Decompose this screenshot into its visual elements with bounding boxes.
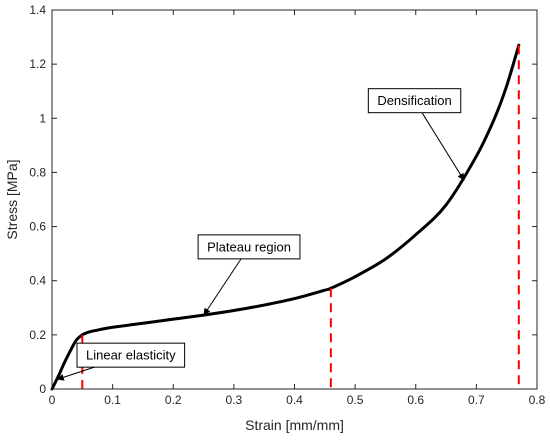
x-tick-label: 0.5 [347,393,364,407]
divider-layer [81,45,520,389]
y-tick-label: 1.2 [29,57,46,71]
y-tick-label: 0 [39,382,46,396]
stress-strain-curve [50,43,521,391]
y-tick-label: 0.2 [29,328,46,342]
x-tick-label: 0.8 [529,393,546,407]
annotation-arrow [203,258,242,316]
annotation-label: Linear elasticity [86,348,176,363]
y-tick-label: 1 [39,111,46,125]
y-tick-label: 0.6 [29,220,46,234]
x-tick-label: 0.3 [226,393,243,407]
annotation-box [76,342,186,368]
y-axis: 0 0.2 0.4 0.6 0.8 1 1.2 1.4 [29,3,537,396]
x-tick-label: 0.1 [104,393,121,407]
annotation-box [367,88,462,114]
x-axis: 0 0.1 0.2 0.3 0.4 0.5 0.6 0.7 0.8 [49,10,546,407]
x-axis-title: Strain [mm/mm] [245,417,344,433]
annotation-arrow [421,112,465,181]
curve-layer [50,43,521,391]
plot-area [52,10,537,389]
x-tick-label: 0.2 [165,393,182,407]
y-axis-title: Stress [MPa] [4,159,20,239]
annotation-box [197,234,301,260]
x-tick-label: 0.6 [407,393,424,407]
annotation-arrow [56,366,95,381]
y-tick-label: 1.4 [29,3,46,17]
annotation-layer: Linear elasticity Plateau region Densifica… [56,88,465,381]
annotation-label: Densification [377,93,451,108]
y-tick-label: 0.8 [29,165,46,179]
x-tick-label: 0.7 [468,393,485,407]
x-tick-label: 0 [49,393,56,407]
annotation-label: Plateau region [207,239,291,254]
y-tick-label: 0.4 [29,274,46,288]
x-tick-label: 0.4 [286,393,303,407]
